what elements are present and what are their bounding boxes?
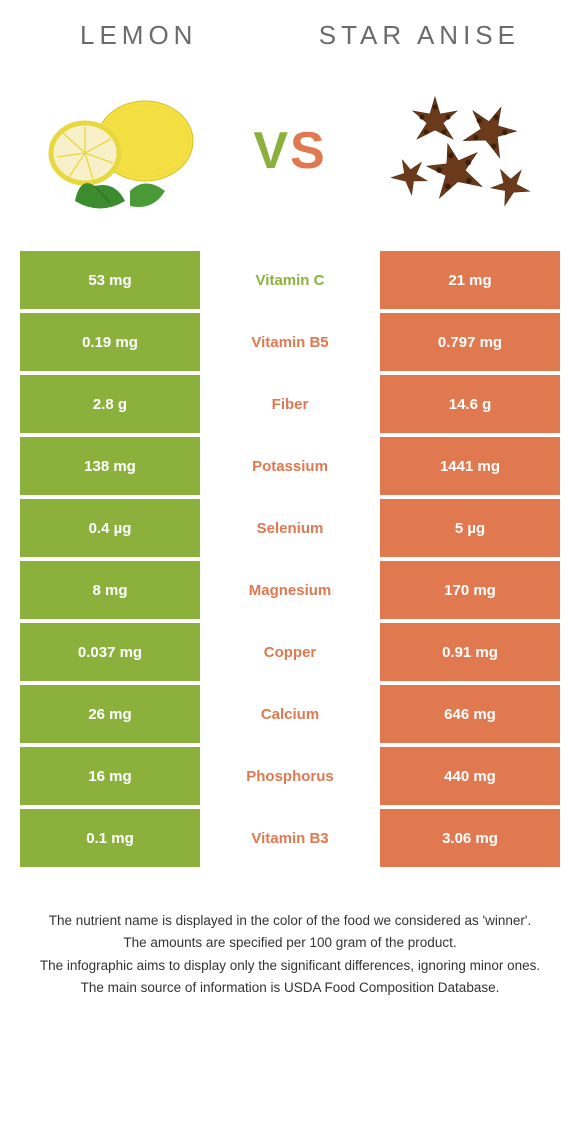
table-row: 138 mgPotassium1441 mg	[20, 437, 560, 495]
nutrient-name: Copper	[200, 623, 380, 681]
left-value: 0.19 mg	[20, 313, 200, 371]
footer-line: The nutrient name is displayed in the co…	[30, 911, 550, 931]
footer-notes: The nutrient name is displayed in the co…	[0, 871, 580, 998]
nutrient-name: Potassium	[200, 437, 380, 495]
nutrient-name: Vitamin C	[200, 251, 380, 309]
table-row: 26 mgCalcium646 mg	[20, 685, 560, 743]
table-row: 0.4 µgSelenium5 µg	[20, 499, 560, 557]
right-value: 440 mg	[380, 747, 560, 805]
left-value: 2.8 g	[20, 375, 200, 433]
left-value: 16 mg	[20, 747, 200, 805]
left-value: 8 mg	[20, 561, 200, 619]
nutrient-name: Selenium	[200, 499, 380, 557]
right-value: 0.91 mg	[380, 623, 560, 681]
left-value: 138 mg	[20, 437, 200, 495]
table-row: 0.19 mgVitamin B50.797 mg	[20, 313, 560, 371]
table-row: 16 mgPhosphorus440 mg	[20, 747, 560, 805]
footer-line: The infographic aims to display only the…	[30, 956, 550, 976]
left-title: Lemon	[80, 20, 197, 51]
right-title: Star anise	[319, 20, 520, 51]
nutrient-name: Vitamin B5	[200, 313, 380, 371]
table-row: 53 mgVitamin C21 mg	[20, 251, 560, 309]
right-value: 646 mg	[380, 685, 560, 743]
nutrient-name: Magnesium	[200, 561, 380, 619]
table-row: 2.8 gFiber14.6 g	[20, 375, 560, 433]
left-value: 0.037 mg	[20, 623, 200, 681]
vs-s: S	[290, 122, 327, 180]
vs-label: VS	[253, 121, 326, 181]
table-row: 0.1 mgVitamin B33.06 mg	[20, 809, 560, 867]
star-anise-image	[370, 76, 550, 226]
left-value: 0.1 mg	[20, 809, 200, 867]
nutrient-table: 53 mgVitamin C21 mg0.19 mgVitamin B50.79…	[0, 251, 580, 867]
left-value: 53 mg	[20, 251, 200, 309]
lemon-image	[30, 76, 210, 226]
right-value: 21 mg	[380, 251, 560, 309]
left-value: 26 mg	[20, 685, 200, 743]
title-row: Lemon Star anise	[0, 0, 580, 61]
right-value: 1441 mg	[380, 437, 560, 495]
hero-row: VS	[0, 61, 580, 251]
right-value: 0.797 mg	[380, 313, 560, 371]
nutrient-name: Fiber	[200, 375, 380, 433]
table-row: 8 mgMagnesium170 mg	[20, 561, 560, 619]
vs-v: V	[253, 122, 290, 180]
nutrient-name: Phosphorus	[200, 747, 380, 805]
table-row: 0.037 mgCopper0.91 mg	[20, 623, 560, 681]
nutrient-name: Calcium	[200, 685, 380, 743]
footer-line: The amounts are specified per 100 gram o…	[30, 933, 550, 953]
nutrient-name: Vitamin B3	[200, 809, 380, 867]
right-value: 170 mg	[380, 561, 560, 619]
right-value: 14.6 g	[380, 375, 560, 433]
right-value: 5 µg	[380, 499, 560, 557]
footer-line: The main source of information is USDA F…	[30, 978, 550, 998]
right-value: 3.06 mg	[380, 809, 560, 867]
left-value: 0.4 µg	[20, 499, 200, 557]
